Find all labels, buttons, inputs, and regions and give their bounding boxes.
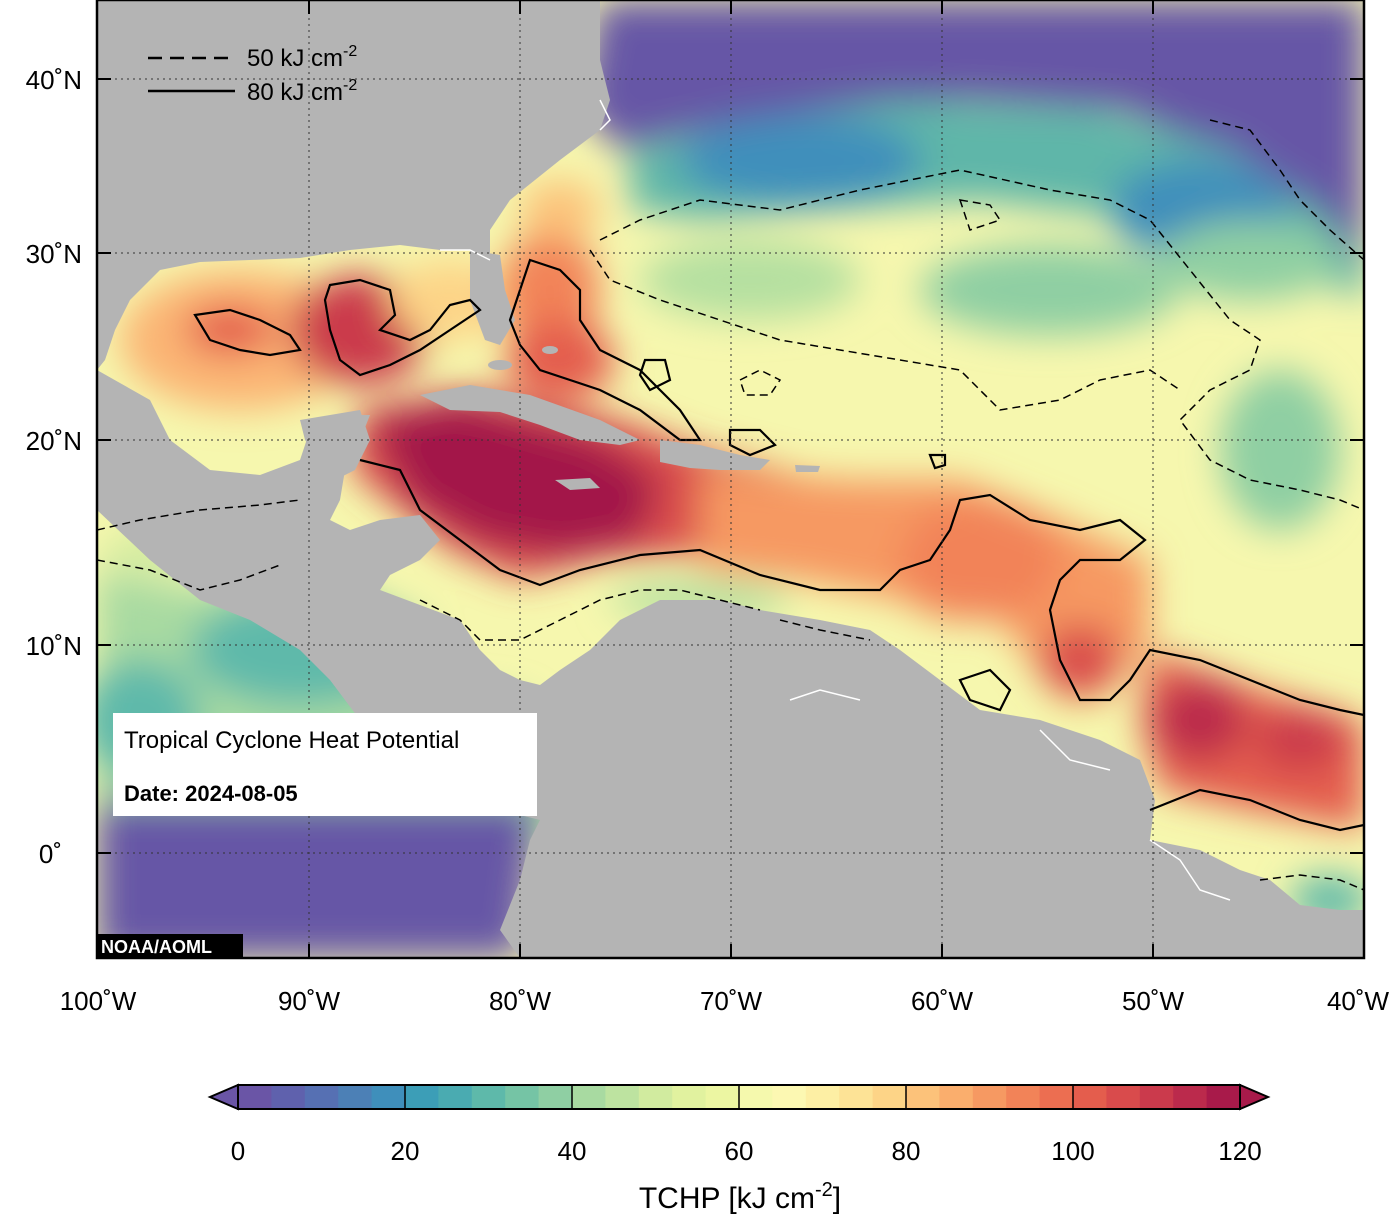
lon-label-90w: 90˚W	[278, 986, 341, 1016]
colorbar-segment	[1139, 1085, 1174, 1109]
colorbar-title: TCHP [kJ cm-2]	[639, 1179, 841, 1215]
info-box: Tropical Cyclone Heat Potential Date: 20…	[113, 713, 537, 816]
colorbar-tick-label: 120	[1218, 1136, 1261, 1166]
map-date: Date: 2024-08-05	[124, 781, 298, 806]
colorbar-tick-label: 60	[725, 1136, 754, 1166]
colorbar-segment	[739, 1085, 773, 1109]
lon-label-50w: 50˚W	[1122, 986, 1185, 1016]
legend-solid-label: 80 kJ cm-2	[247, 77, 357, 106]
colorbar-segment	[405, 1085, 439, 1109]
lat-label-40n: 40˚N	[26, 65, 82, 95]
colorbar-segment	[972, 1085, 1007, 1109]
contour-50	[97, 119, 1364, 891]
map-area	[97, 0, 1364, 958]
colorbar-segment	[471, 1085, 506, 1109]
colorbar-segment	[705, 1085, 740, 1109]
lat-label-20n: 20˚N	[26, 426, 82, 456]
colorbar-segment	[906, 1085, 940, 1109]
colorbar-ticks: 0 20 40 60 80 100 120	[231, 1085, 1262, 1166]
colorbar-segment	[605, 1085, 640, 1109]
colorbar-segment	[304, 1085, 339, 1109]
colorbar-tick-label: 80	[892, 1136, 921, 1166]
credit-background	[97, 934, 243, 958]
map-title: Tropical Cyclone Heat Potential	[124, 727, 459, 754]
lon-label-80w: 80˚W	[489, 986, 552, 1016]
colorbar-segment	[872, 1085, 907, 1109]
lon-label-60w: 60˚W	[911, 986, 974, 1016]
colorbar-tick-label: 0	[231, 1136, 245, 1166]
colorbar-segment	[271, 1085, 306, 1109]
colorbar-segment	[939, 1085, 974, 1109]
contour-legend: 50 kJ cm-2 80 kJ cm-2	[148, 43, 357, 106]
lat-label-30n: 30˚N	[26, 239, 82, 269]
lat-label-10n: 10˚N	[26, 631, 82, 661]
colorbar-segment	[438, 1085, 473, 1109]
colorbar-segment	[371, 1085, 406, 1109]
colorbar: 0 20 40 60 80 100 120 TCHP [kJ cm-2]	[207, 1083, 1271, 1215]
colorbar-segment	[505, 1085, 540, 1109]
legend-dashed-label: 50 kJ cm-2	[247, 43, 357, 72]
colorbar-min-arrow	[207, 1083, 239, 1111]
colorbar-segment	[1039, 1085, 1074, 1109]
contour-80	[193, 258, 1364, 832]
lon-label-40w: 40˚W	[1327, 986, 1390, 1016]
colorbar-segment	[572, 1085, 606, 1109]
colorbar-segment	[805, 1085, 840, 1109]
colorbar-segment	[772, 1085, 807, 1109]
colorbar-segment	[538, 1085, 573, 1109]
axis-ticks	[97, 0, 1364, 958]
colorbar-max-arrow	[1239, 1083, 1271, 1111]
colorbar-segment	[1006, 1085, 1041, 1109]
colorbar-segment	[238, 1085, 272, 1109]
colorbar-segment	[672, 1085, 707, 1109]
credit-badge: NOAA/AOML	[97, 934, 243, 958]
colorbar-tick-label: 40	[558, 1136, 587, 1166]
colorbar-segment	[1173, 1085, 1208, 1109]
colorbar-segment	[638, 1085, 673, 1109]
land-masses	[97, 0, 1364, 958]
info-box-background	[113, 713, 537, 816]
colorbar-segment	[1206, 1085, 1241, 1109]
colorbar-segments	[238, 1085, 1241, 1109]
colorbar-tick-label: 100	[1051, 1136, 1094, 1166]
lon-label-70w: 70˚W	[700, 986, 763, 1016]
heat-field	[97, 0, 1364, 958]
credit-text: NOAA/AOML	[101, 937, 212, 957]
colorbar-tick-label: 20	[391, 1136, 420, 1166]
lon-label-100w: 100˚W	[60, 986, 137, 1016]
colorbar-segment	[1106, 1085, 1141, 1109]
colorbar-segment	[338, 1085, 373, 1109]
colorbar-segment	[1073, 1085, 1107, 1109]
lat-label-0: 0˚	[39, 839, 62, 869]
coastline-details	[440, 99, 1231, 901]
colorbar-segment	[839, 1085, 874, 1109]
